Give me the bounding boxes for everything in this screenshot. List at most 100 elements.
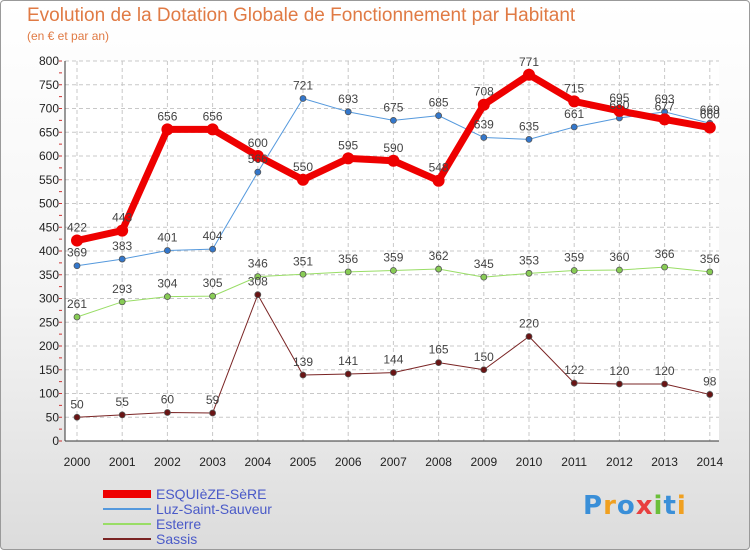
y-tick-label: 350: [39, 268, 59, 282]
data-label: 165: [429, 343, 449, 357]
data-point: [387, 154, 400, 167]
y-tick-label: 800: [39, 54, 59, 68]
data-label: 771: [519, 55, 539, 69]
data-point: [299, 95, 307, 102]
data-point: [161, 123, 174, 136]
logo-letter: o: [616, 491, 636, 521]
data-label: 59: [206, 393, 220, 407]
data-label: 443: [112, 211, 132, 225]
data-label: 360: [609, 250, 629, 264]
x-tick-label: 2006: [335, 455, 362, 469]
logo-letter: i: [676, 491, 687, 521]
data-label: 404: [203, 229, 223, 243]
data-point: [163, 409, 171, 416]
x-tick-label: 2013: [651, 455, 678, 469]
x-tick-label: 2004: [244, 455, 271, 469]
data-label: 308: [248, 275, 268, 289]
data-label: 369: [67, 246, 87, 260]
data-point: [73, 313, 81, 321]
y-tick-label: 550: [39, 173, 59, 187]
data-label: 293: [112, 282, 132, 296]
x-tick-label: 2012: [606, 455, 633, 469]
data-point: [480, 366, 488, 374]
data-label: 590: [383, 141, 403, 155]
data-point: [525, 269, 533, 277]
data-label: 120: [609, 364, 629, 378]
data-point: [254, 168, 262, 176]
data-point: [480, 134, 488, 141]
y-tick-label: 750: [39, 78, 59, 92]
data-point: [344, 370, 352, 378]
legend-label: Luz-Saint-Sauveur: [156, 501, 272, 517]
x-tick-label: 2000: [64, 455, 91, 469]
data-point: [71, 234, 83, 247]
data-point: [206, 123, 219, 136]
data-label: 660: [700, 108, 720, 122]
data-label: 359: [383, 250, 403, 264]
logo-letter: x: [635, 491, 654, 521]
data-label: 595: [338, 138, 358, 152]
data-point: [525, 333, 533, 340]
data-point: [661, 263, 668, 271]
y-tick-label: 450: [39, 220, 59, 234]
x-tick-label: 2008: [425, 455, 452, 469]
data-point: [116, 224, 129, 237]
data-label: 305: [203, 276, 223, 290]
data-label: 661: [564, 107, 584, 121]
proxiti-logo: Proxiti: [583, 491, 687, 521]
logo-letter: r: [603, 491, 617, 521]
data-point: [389, 369, 397, 377]
data-point: [570, 123, 578, 131]
data-label: 695: [609, 91, 629, 105]
data-point: [525, 135, 533, 143]
data-point: [435, 359, 443, 367]
data-label: 120: [655, 364, 675, 378]
data-label: 677: [655, 99, 675, 113]
x-tick-label: 2002: [154, 455, 181, 469]
legend-label: Sassis: [156, 531, 197, 547]
data-label: 359: [564, 250, 584, 264]
x-tick-label: 2014: [696, 455, 723, 469]
x-tick-label: 2009: [470, 455, 497, 469]
data-point: [73, 262, 81, 270]
data-label: 366: [655, 247, 675, 261]
data-point: [435, 112, 443, 120]
data-point: [297, 173, 309, 186]
data-point: [703, 121, 716, 134]
data-point: [477, 98, 490, 111]
data-label: 353: [519, 253, 539, 267]
data-label: 639: [474, 117, 494, 131]
x-tick-label: 2010: [516, 455, 543, 469]
x-tick-label: 2011: [561, 455, 587, 469]
data-label: 675: [383, 100, 403, 114]
y-tick-label: 100: [39, 387, 59, 401]
x-tick-label: 2001: [109, 455, 136, 469]
data-point: [568, 95, 581, 108]
data-label: 401: [157, 231, 177, 245]
chart-subtitle: (en € et par an): [27, 29, 110, 43]
data-point: [389, 267, 397, 274]
data-point: [523, 68, 535, 81]
data-point: [209, 245, 217, 253]
data-point: [344, 268, 352, 276]
data-point: [613, 104, 626, 117]
data-point: [299, 371, 307, 379]
y-tick-label: 500: [39, 197, 59, 211]
data-label: 721: [293, 79, 313, 93]
data-point: [570, 267, 578, 274]
data-label: 98: [703, 374, 717, 388]
data-point: [254, 273, 262, 281]
data-label: 566: [248, 152, 268, 166]
data-point: [706, 268, 714, 276]
y-tick-label: 250: [39, 315, 59, 329]
data-point: [570, 379, 578, 387]
y-tick-label: 600: [39, 149, 59, 163]
data-label: 693: [338, 92, 358, 106]
data-label: 346: [248, 257, 268, 271]
legend-label: Esterre: [156, 516, 201, 532]
legend-label: ESQUIèZE-SèRE: [156, 486, 266, 502]
y-tick-label: 0: [52, 434, 59, 448]
data-point: [254, 291, 262, 299]
